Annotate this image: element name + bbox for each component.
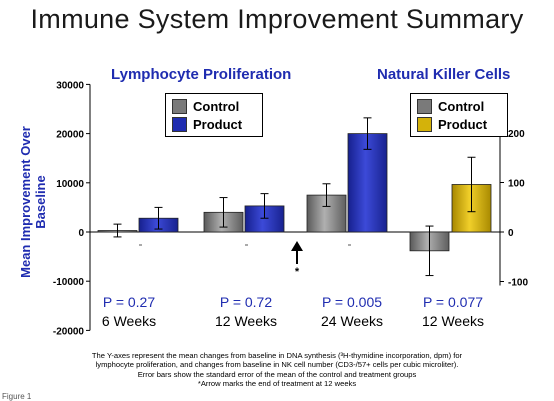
legend-swatch-product (417, 116, 432, 132)
legend-swatch-control (172, 98, 187, 114)
chart-title: Immune System Improvement Summary (30, 4, 524, 34)
legend-item-control: Control (417, 97, 501, 115)
left-tick-label: 20000 (56, 130, 84, 141)
legend-left: Control Product (165, 93, 263, 137)
right-tick-label: 200 (508, 129, 525, 140)
legend-swatch-product (172, 116, 187, 132)
legend-item-product: Product (172, 115, 256, 133)
legend-right: Control Product (410, 93, 508, 137)
figure-label: Figure 1 (2, 392, 32, 401)
p-value: P = 0.005 (321, 294, 383, 310)
time-label: 12 Weeks (422, 313, 484, 329)
legend-item-product: Product (417, 115, 501, 133)
time-label: 6 Weeks (101, 313, 157, 329)
legend-label: Control (193, 98, 240, 114)
p-value: P = 0.27 (102, 294, 156, 310)
right-tick-label: 100 (508, 179, 525, 190)
bar-product (244, 205, 285, 233)
bar-product (347, 133, 388, 233)
arrow-head (291, 241, 303, 251)
right-tick-label: 0 (508, 228, 514, 239)
caption-line: Error bars show the standard error of th… (137, 369, 417, 379)
time-label: 12 Weeks (215, 313, 277, 329)
left-panel-title: Lymphocyte Proliferation (111, 66, 292, 83)
left-tick-label: -20000 (53, 326, 85, 337)
p-value: P = 0.72 (219, 294, 273, 310)
legend-swatch-control (417, 98, 432, 114)
right-tick-label: -100 (508, 278, 528, 289)
left-tick-label: 0 (78, 228, 84, 239)
legend-label: Control (438, 98, 485, 114)
legend-label: Product (438, 116, 488, 132)
caption-line: *Arrow marks the end of treatment at 12 … (197, 379, 357, 389)
right-panel-title: Natural Killer Cells (377, 66, 511, 83)
caption-line: The Y-axes represent the mean changes fr… (91, 351, 463, 360)
figure-caption: The Y-axes represent the mean changes fr… (30, 351, 524, 389)
caption-line: lymphocyte proliferation, and changes fr… (95, 360, 459, 370)
legend-label: Product (193, 116, 243, 132)
time-label: 24 Weeks (321, 313, 383, 329)
legend-item-control: Control (172, 97, 256, 115)
left-tick-label: -10000 (53, 277, 85, 288)
left-tick-label: 30000 (56, 80, 84, 91)
left-tick-label: 10000 (56, 179, 84, 190)
p-value: P = 0.077 (422, 294, 484, 310)
arrow-label: * (295, 266, 300, 278)
